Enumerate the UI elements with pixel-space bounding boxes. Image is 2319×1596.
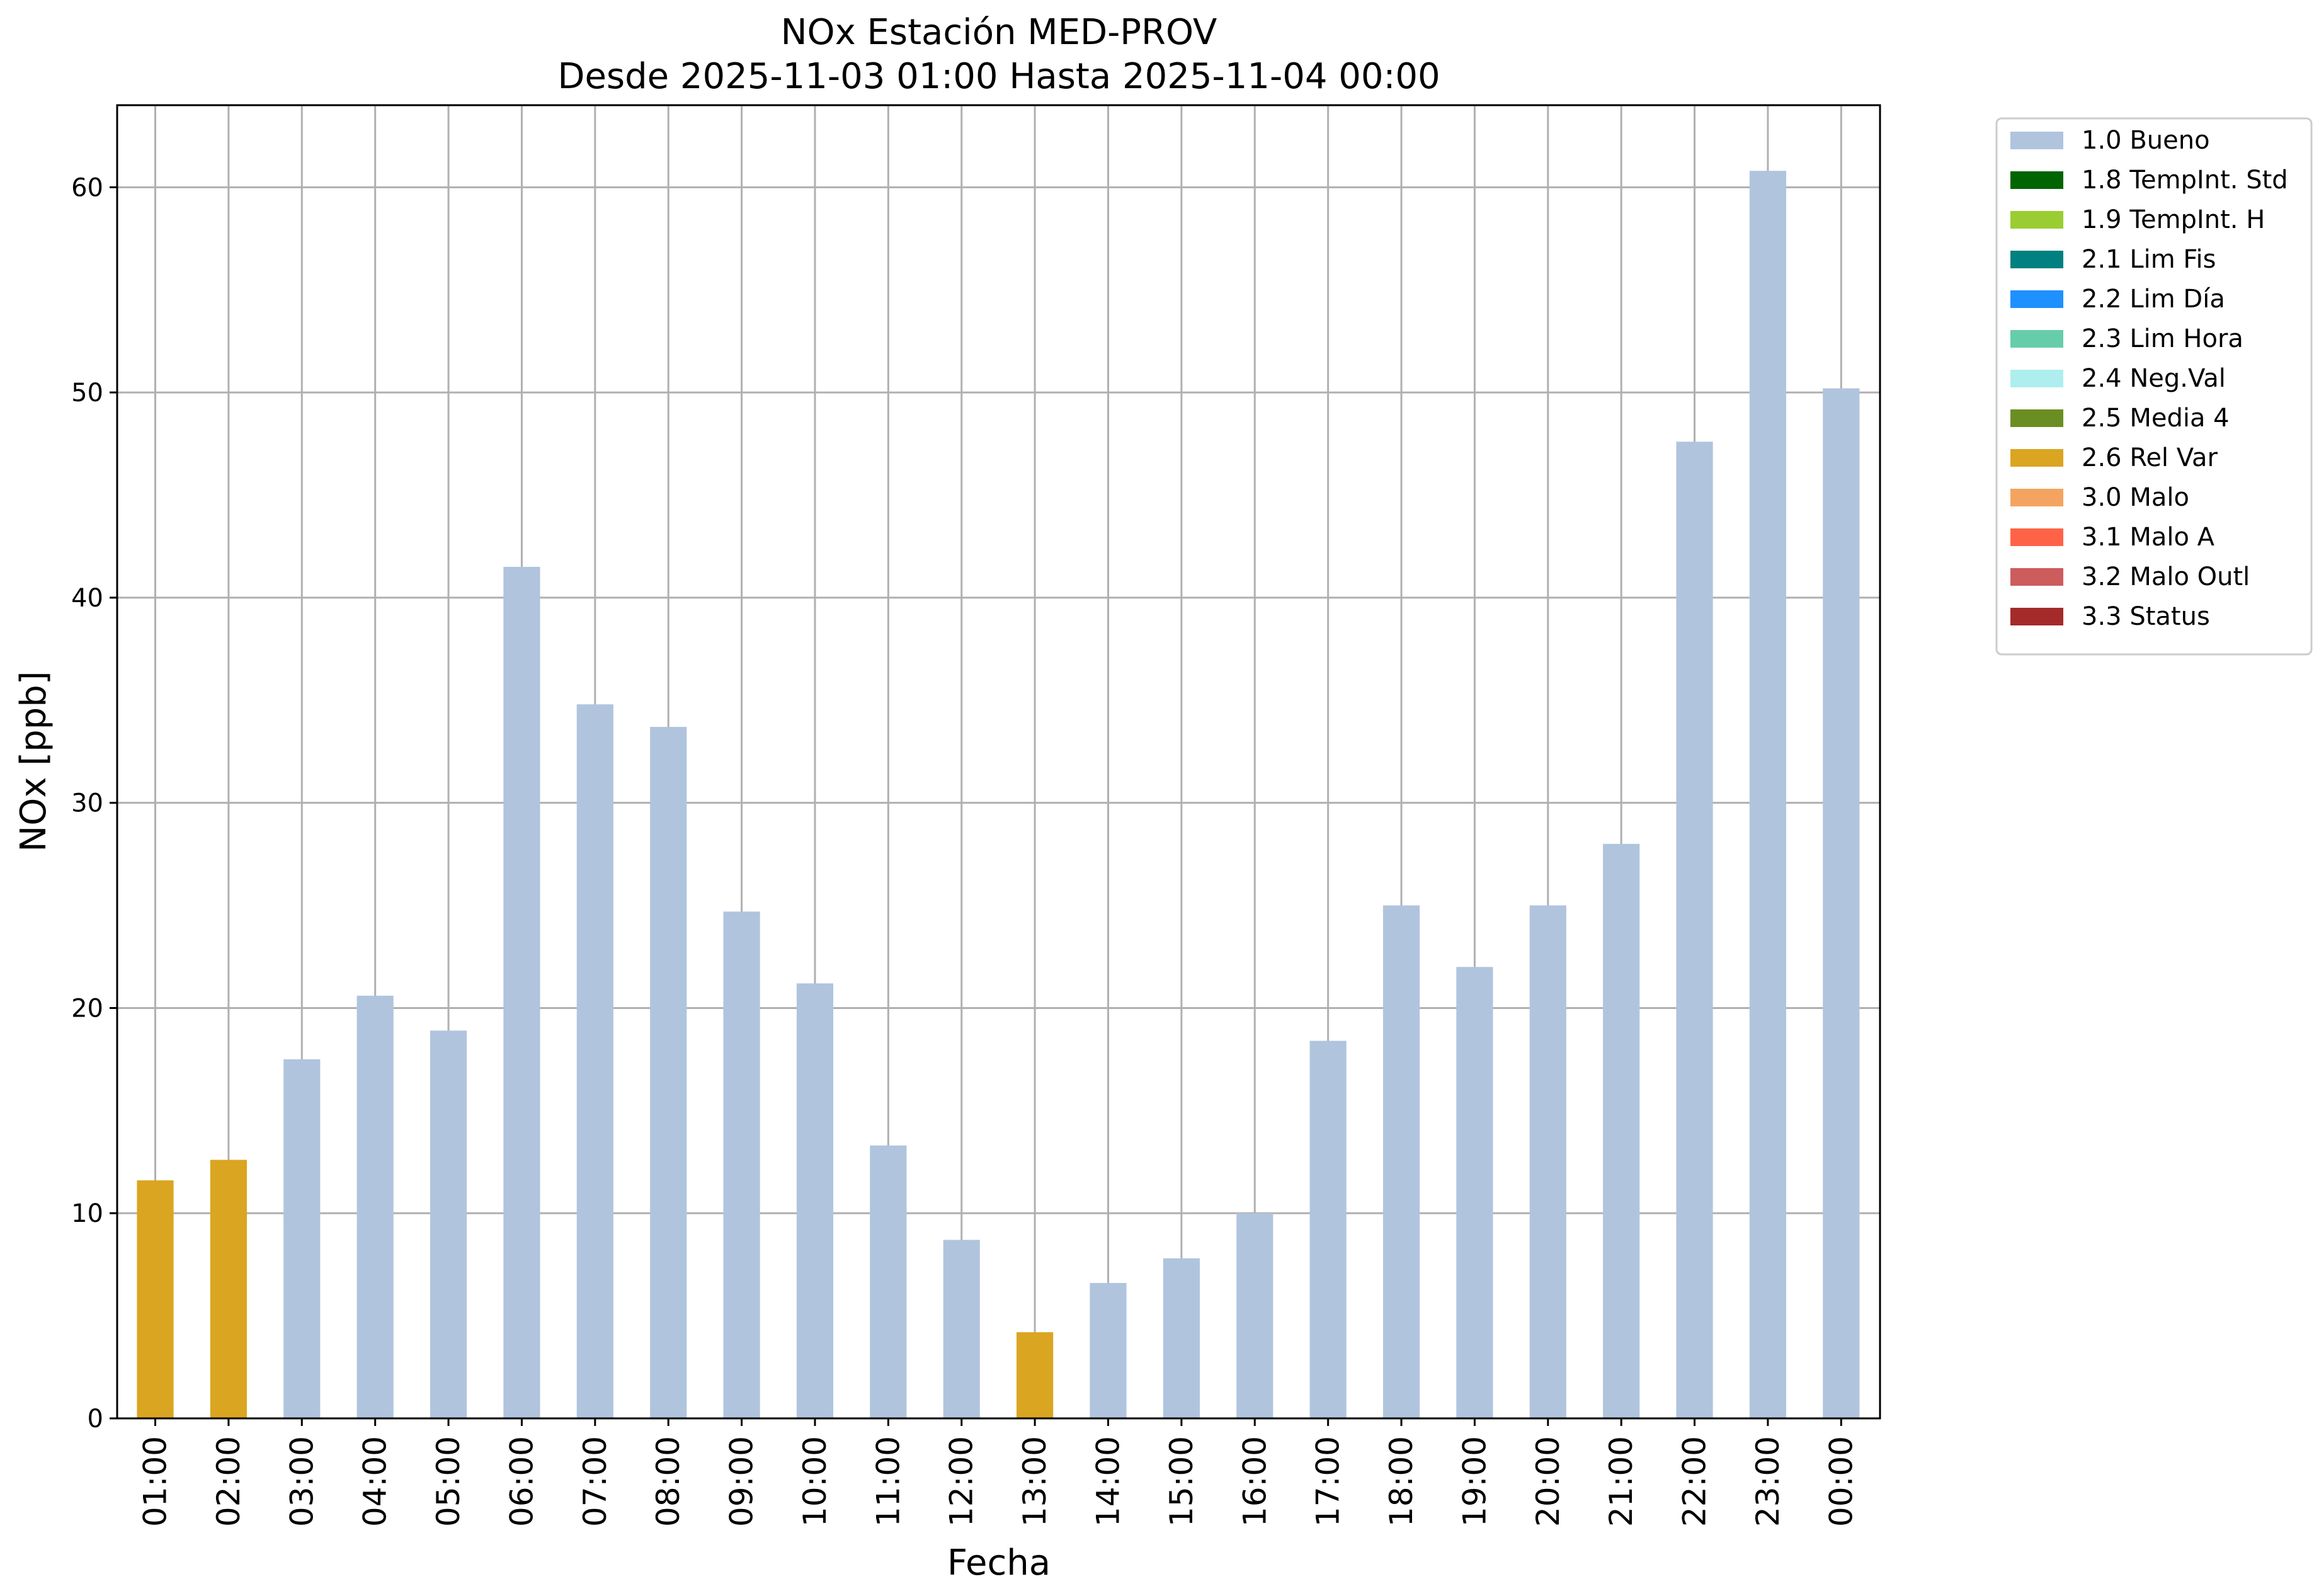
- x-tick-label: 08:00: [650, 1436, 687, 1527]
- x-tick-label: 04:00: [357, 1436, 394, 1527]
- x-tick-label: 03:00: [283, 1436, 320, 1527]
- bar-06:00: [503, 567, 540, 1418]
- bar-07:00: [576, 704, 613, 1418]
- bar-09:00: [723, 911, 760, 1418]
- x-tick-label: 22:00: [1677, 1436, 1713, 1527]
- y-axis-label: NOx [ppb]: [13, 671, 54, 852]
- legend-entry-label: 1.8 TempInt. Std: [2082, 166, 2288, 195]
- legend-swatch: [2010, 409, 2063, 427]
- bar-14:00: [1090, 1282, 1127, 1418]
- x-tick-label: 00:00: [1823, 1436, 1859, 1527]
- bar-05:00: [430, 1030, 467, 1418]
- x-tick-label: 07:00: [577, 1436, 613, 1527]
- legend-entry-label: 2.2 Lim Día: [2082, 285, 2225, 314]
- y-axis-ticks: 0 10 20 30 40 50 60: [71, 173, 117, 1434]
- bar-04:00: [356, 995, 394, 1418]
- y-tick-label: 50: [71, 379, 103, 408]
- bar-13:00: [1017, 1332, 1054, 1418]
- legend-swatch: [2010, 290, 2063, 308]
- legend-swatch: [2010, 370, 2063, 387]
- legend-entry-label: 2.4 Neg.Val: [2082, 364, 2226, 393]
- chart-subtitle: Desde 2025-11-03 01:00 Hasta 2025-11-04 …: [557, 56, 1440, 97]
- x-tick-label: 06:00: [503, 1436, 540, 1527]
- x-tick-label: 20:00: [1530, 1436, 1566, 1527]
- x-tick-label: 05:00: [430, 1436, 467, 1527]
- x-tick-label: 15:00: [1163, 1436, 1200, 1527]
- legend-entry-label: 2.3 Lim Hora: [2082, 324, 2243, 353]
- legend-swatch: [2010, 171, 2063, 189]
- bar-20:00: [1529, 905, 1566, 1418]
- legend-entry-label: 3.3 Status: [2082, 602, 2210, 631]
- bar-23:00: [1749, 171, 1787, 1418]
- x-tick-label: 16:00: [1236, 1436, 1273, 1527]
- legend-entry-label: 2.1 Lim Fis: [2082, 245, 2216, 274]
- legend-entry-label: 1.0 Bueno: [2082, 126, 2210, 155]
- bar-17:00: [1309, 1040, 1347, 1418]
- legend-swatch: [2010, 449, 2063, 467]
- x-tick-label: 01:00: [137, 1436, 174, 1527]
- bars: [137, 171, 1860, 1418]
- legend-swatch: [2010, 528, 2063, 546]
- legend-entry-label: 3.2 Malo Outl: [2082, 562, 2250, 591]
- x-tick-label: 21:00: [1603, 1436, 1639, 1527]
- x-axis-label: Fecha: [947, 1542, 1051, 1583]
- x-tick-label: 13:00: [1017, 1436, 1053, 1527]
- x-tick-label: 09:00: [724, 1436, 760, 1527]
- legend: 1.0 Bueno 1.8 TempInt. Std 1.9 TempInt. H 2…: [1995, 117, 2313, 656]
- x-tick-label: 18:00: [1383, 1436, 1420, 1527]
- x-tick-label: 14:00: [1090, 1436, 1126, 1527]
- chart-title: NOx Estación MED-PROV: [781, 12, 1217, 53]
- y-tick-label: 30: [71, 789, 103, 818]
- y-tick-label: 0: [88, 1405, 103, 1434]
- bar-19:00: [1456, 967, 1493, 1418]
- x-axis-ticks: 01:00 02:00 03:00 04:00 05:00 06:00 07:00 08:00…: [137, 1418, 1859, 1527]
- legend-swatch: [2010, 489, 2063, 506]
- legend-entry-label: 2.6 Rel Var: [2082, 443, 2218, 472]
- x-tick-label: 10:00: [797, 1436, 833, 1527]
- x-tick-label: 12:00: [943, 1436, 980, 1527]
- bar-18:00: [1382, 905, 1420, 1418]
- x-tick-label: 19:00: [1456, 1436, 1493, 1527]
- bar-16:00: [1236, 1213, 1273, 1418]
- y-tick-label: 20: [71, 994, 103, 1023]
- y-tick-label: 60: [71, 173, 103, 202]
- legend-swatch: [2010, 132, 2063, 149]
- legend-swatch: [2010, 251, 2063, 268]
- x-tick-label: 11:00: [870, 1436, 906, 1527]
- plot-area-frame: [116, 104, 1881, 1420]
- legend-entry-label: 2.5 Media 4: [2082, 404, 2230, 433]
- bar-11:00: [870, 1145, 907, 1418]
- legend-entry-label: 1.9 TempInt. H: [2082, 205, 2265, 234]
- bar-12:00: [943, 1240, 980, 1418]
- bar-21:00: [1603, 843, 1640, 1418]
- bar-22:00: [1676, 442, 1713, 1418]
- legend-swatch: [2010, 568, 2063, 586]
- legend-swatch: [2010, 211, 2063, 229]
- x-tick-label: 02:00: [210, 1436, 247, 1527]
- legend-swatch: [2010, 330, 2063, 348]
- bar-02:00: [210, 1160, 247, 1418]
- bar-03:00: [283, 1059, 321, 1418]
- legend-box: [1995, 117, 2313, 656]
- bar-15:00: [1163, 1258, 1200, 1418]
- y-tick-label: 40: [71, 584, 103, 613]
- x-tick-label: 23:00: [1750, 1436, 1786, 1527]
- legend-entry-label: 3.1 Malo A: [2082, 523, 2215, 552]
- bar-10:00: [796, 983, 834, 1418]
- y-tick-label: 10: [71, 1199, 103, 1228]
- bar-01:00: [137, 1180, 174, 1418]
- x-tick-label: 17:00: [1310, 1436, 1347, 1527]
- bar-00:00: [1823, 388, 1860, 1418]
- legend-entry-label: 3.0 Malo: [2082, 483, 2189, 512]
- legend-swatch: [2010, 608, 2063, 625]
- bar-08:00: [650, 727, 687, 1418]
